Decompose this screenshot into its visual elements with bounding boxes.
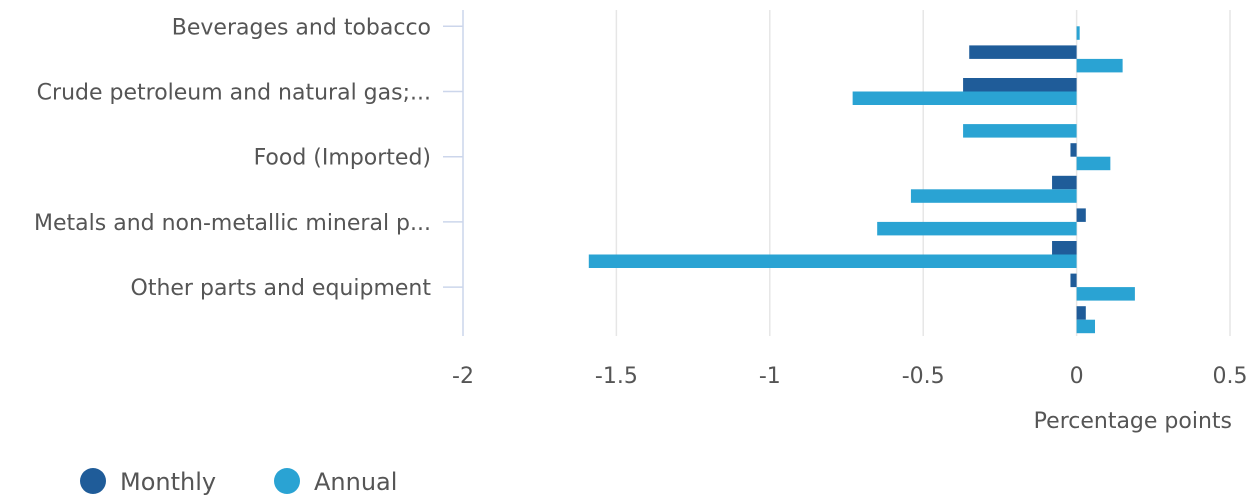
bar-monthly[interactable] xyxy=(969,45,1077,59)
bar-monthly[interactable] xyxy=(1052,241,1077,255)
bar-annual[interactable] xyxy=(1076,287,1135,301)
bar-annual[interactable] xyxy=(1076,319,1096,334)
x-tick-label: 0 xyxy=(1070,364,1084,389)
bar-annual[interactable] xyxy=(852,91,1077,106)
category-labels: Beverages and tobacco Crude petroleum and… xyxy=(34,15,463,301)
bar-annual[interactable] xyxy=(588,254,1077,269)
category-label: Food (Imported) xyxy=(254,146,431,171)
x-tick-label: 0.5 xyxy=(1213,364,1248,389)
bar-annual[interactable] xyxy=(1076,26,1080,40)
x-axis-title: Percentage points xyxy=(1034,409,1232,434)
legend-marker-monthly[interactable] xyxy=(80,468,106,494)
x-tick-label: -0.5 xyxy=(902,364,945,389)
bar-annual[interactable] xyxy=(877,221,1077,236)
x-tick-label: -1 xyxy=(759,364,781,389)
x-tick-label: -1.5 xyxy=(595,364,638,389)
category-label: Crude petroleum and natural gas;... xyxy=(37,81,431,106)
legend: Monthly Annual xyxy=(80,468,397,496)
legend-label-monthly[interactable]: Monthly xyxy=(120,468,216,496)
category-label: Beverages and tobacco xyxy=(172,15,431,40)
bar-monthly[interactable] xyxy=(1070,273,1077,288)
bar-monthly[interactable] xyxy=(1052,175,1077,190)
bar-monthly[interactable] xyxy=(1070,143,1077,157)
bars xyxy=(588,26,1135,334)
category-label: Metals and non-metallic mineral p... xyxy=(34,211,431,236)
bar-monthly[interactable] xyxy=(963,78,1077,92)
x-tick-label: -2 xyxy=(452,364,474,389)
bar-annual[interactable] xyxy=(910,189,1077,203)
bar-monthly[interactable] xyxy=(1076,208,1086,222)
legend-marker-annual[interactable] xyxy=(274,468,300,494)
bar-monthly[interactable] xyxy=(1076,306,1086,320)
category-label: Other parts and equipment xyxy=(131,276,432,301)
bar-annual[interactable] xyxy=(963,124,1077,138)
bar-annual[interactable] xyxy=(1076,156,1111,171)
x-tick-labels: -2 -1.5 -1 -0.5 0 0.5 xyxy=(452,364,1247,389)
legend-label-annual[interactable]: Annual xyxy=(314,468,397,496)
bar-annual[interactable] xyxy=(1076,58,1123,73)
gridlines xyxy=(615,10,1231,336)
